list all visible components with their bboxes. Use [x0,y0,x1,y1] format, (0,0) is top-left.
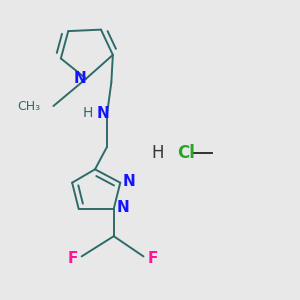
Text: H: H [82,106,93,120]
Text: N: N [97,106,110,121]
Text: H: H [151,144,164,162]
Text: F: F [68,251,78,266]
Text: F: F [147,251,158,266]
Text: N: N [122,174,135,189]
Text: N: N [73,71,86,86]
Text: Cl: Cl [177,144,195,162]
Text: CH₃: CH₃ [17,100,40,112]
Text: N: N [116,200,129,215]
